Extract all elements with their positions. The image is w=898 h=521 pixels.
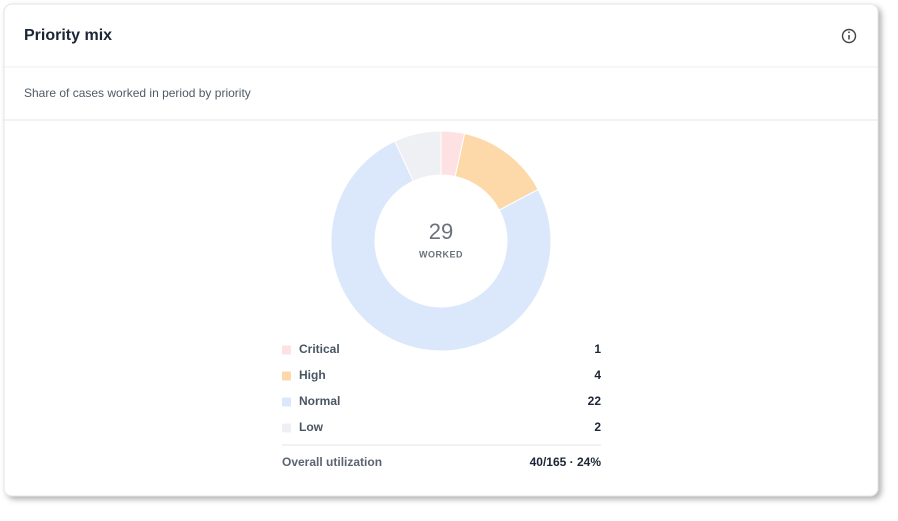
donut-chart bbox=[330, 130, 552, 352]
center-label: WORKED bbox=[419, 249, 463, 259]
legend: Critical 1 High 4 Normal 22 Low 2 bbox=[282, 342, 601, 434]
legend-swatch bbox=[282, 371, 291, 381]
subtitle: Share of cases worked in period by prior… bbox=[24, 86, 251, 100]
donut-slice bbox=[330, 140, 552, 352]
card-title: Priority mix bbox=[24, 27, 112, 44]
legend-swatch bbox=[282, 345, 291, 355]
footer-label: Overall utilization bbox=[282, 455, 382, 469]
legend-label: Critical bbox=[299, 342, 340, 356]
legend-value: 2 bbox=[594, 420, 601, 434]
legend-swatch bbox=[282, 423, 291, 433]
legend-label: Low bbox=[299, 420, 324, 434]
center-value: 29 bbox=[429, 219, 453, 244]
donut-slice bbox=[394, 130, 442, 182]
legend-value: 4 bbox=[594, 368, 601, 382]
info-icon[interactable] bbox=[841, 28, 857, 44]
footer-value: 40/165 · 24% bbox=[530, 455, 602, 469]
legend-label: Normal bbox=[299, 394, 340, 408]
legend-label: High bbox=[299, 368, 326, 382]
legend-value: 1 bbox=[594, 342, 601, 356]
legend-value: 22 bbox=[588, 394, 602, 408]
legend-swatch bbox=[282, 397, 291, 407]
card bbox=[3, 3, 879, 497]
